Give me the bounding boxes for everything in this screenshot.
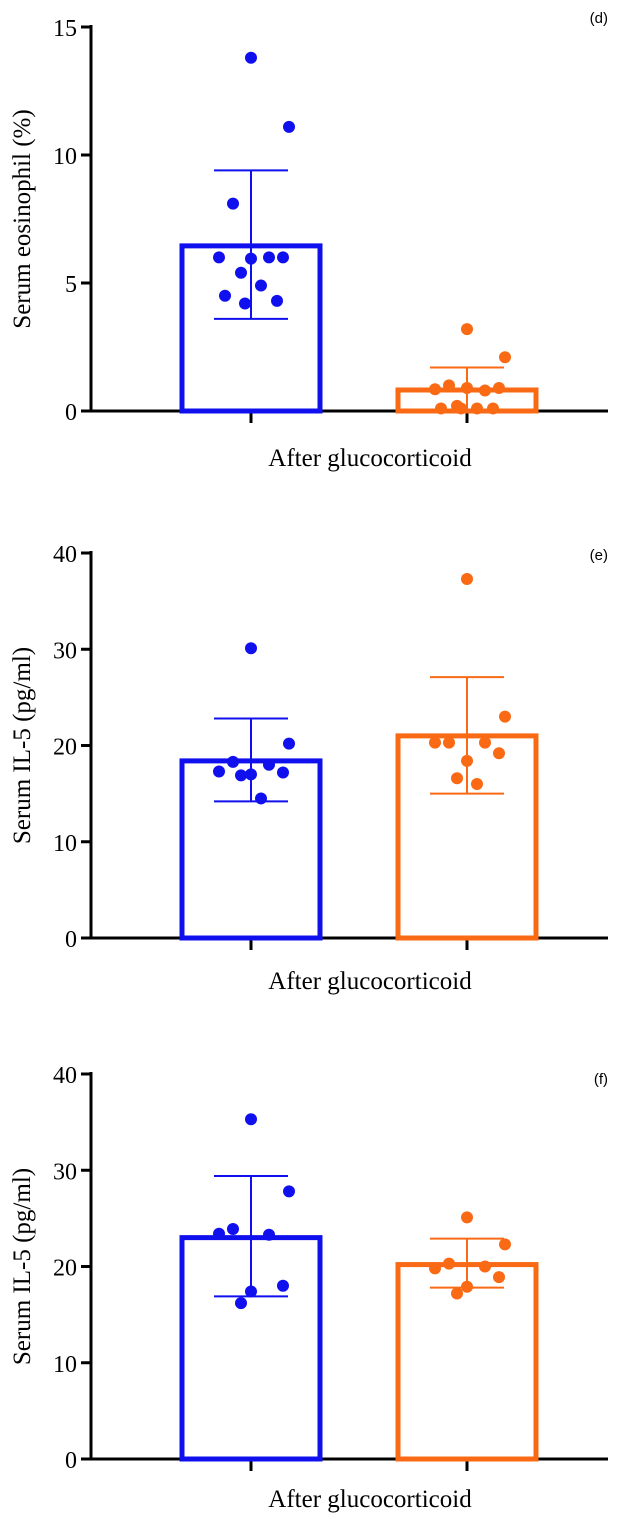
data-point xyxy=(471,778,483,790)
y-axis-label: Serum IL-5 (pg/ml) xyxy=(9,1168,36,1365)
chart-panel-2: 0 10 20 30 40 Serum IL-5 (pg/ml) After glucoco… xyxy=(9,1063,608,1513)
data-point xyxy=(443,736,455,749)
y-tick-label: 40 xyxy=(53,1063,77,1089)
data-point xyxy=(499,351,511,364)
data-point xyxy=(443,379,455,392)
data-point xyxy=(283,737,295,750)
y-tick-label: 10 xyxy=(53,144,77,170)
data-point xyxy=(493,747,505,760)
panel-label: (f) xyxy=(594,1071,608,1088)
data-point xyxy=(461,754,473,767)
x-axis-label: After glucocorticoid xyxy=(268,968,472,995)
data-point xyxy=(213,1227,225,1240)
chart-panel-0: 0 5 10 15 Serum eosinophil (%) After glucocor… xyxy=(9,10,608,472)
data-point xyxy=(245,1113,257,1126)
data-point xyxy=(461,1280,473,1293)
data-point xyxy=(277,1279,289,1292)
y-tick-label: 20 xyxy=(53,735,77,761)
y-tick-label: 10 xyxy=(53,831,77,857)
data-point xyxy=(277,251,289,264)
data-point xyxy=(255,279,267,292)
x-axis-label: After glucocorticoid xyxy=(268,1486,472,1513)
y-tick-label: 5 xyxy=(65,272,77,298)
data-point xyxy=(429,736,441,749)
data-point xyxy=(455,402,467,415)
y-tick-label: 15 xyxy=(53,16,77,42)
data-point xyxy=(471,402,483,415)
data-point xyxy=(429,383,441,396)
bar xyxy=(395,1262,539,1462)
data-point xyxy=(245,768,257,781)
data-point xyxy=(227,197,239,210)
data-point xyxy=(493,381,505,394)
data-point xyxy=(213,765,225,778)
y-axis-label: Serum eosinophil (%) xyxy=(9,109,36,328)
y-tick-label: 0 xyxy=(65,927,77,953)
data-point xyxy=(219,289,231,302)
data-point xyxy=(245,642,257,655)
y-tick-label: 30 xyxy=(53,638,77,664)
data-point xyxy=(227,1222,239,1235)
y-axis-label: Serum IL-5 (pg/ml) xyxy=(9,647,36,844)
data-point xyxy=(493,1271,505,1284)
data-point xyxy=(487,402,499,415)
data-point xyxy=(461,323,473,336)
data-point xyxy=(239,297,251,310)
data-point xyxy=(429,1262,441,1275)
y-tick-label: 40 xyxy=(53,542,77,568)
data-point xyxy=(443,1257,455,1270)
y-tick-label: 0 xyxy=(65,1448,77,1474)
data-point xyxy=(499,710,511,723)
data-point xyxy=(479,736,491,749)
data-point xyxy=(235,769,247,782)
data-point xyxy=(235,1297,247,1310)
data-point xyxy=(479,384,491,397)
data-point xyxy=(245,51,257,64)
data-point xyxy=(235,266,247,279)
x-axis-label: After glucocorticoid xyxy=(268,445,472,472)
data-point xyxy=(263,1228,275,1241)
panel-label: (e) xyxy=(590,547,608,564)
y-tick-label: 30 xyxy=(53,1159,77,1185)
data-point xyxy=(461,572,473,585)
y-tick-label: 10 xyxy=(53,1352,77,1378)
data-point xyxy=(271,294,283,307)
y-tick-label: 0 xyxy=(65,400,77,426)
data-point xyxy=(283,1185,295,1198)
data-point xyxy=(461,381,473,394)
data-point xyxy=(451,772,463,785)
data-point xyxy=(227,755,239,768)
data-point xyxy=(451,1287,463,1300)
data-point xyxy=(283,120,295,133)
data-point xyxy=(277,766,289,779)
data-point xyxy=(255,792,267,805)
data-point xyxy=(499,1238,511,1251)
data-point xyxy=(245,1285,257,1298)
data-point xyxy=(263,758,275,771)
y-tick-label: 20 xyxy=(53,1256,77,1282)
data-point xyxy=(479,1260,491,1273)
panel-label: (d) xyxy=(590,10,608,27)
chart-panel-1: 0 10 20 30 40 Serum IL-5 (pg/ml) After glucoco… xyxy=(9,542,608,995)
data-point xyxy=(263,251,275,264)
data-point xyxy=(461,1211,473,1224)
data-point xyxy=(213,251,225,264)
data-point xyxy=(245,252,257,265)
data-point xyxy=(435,402,447,415)
